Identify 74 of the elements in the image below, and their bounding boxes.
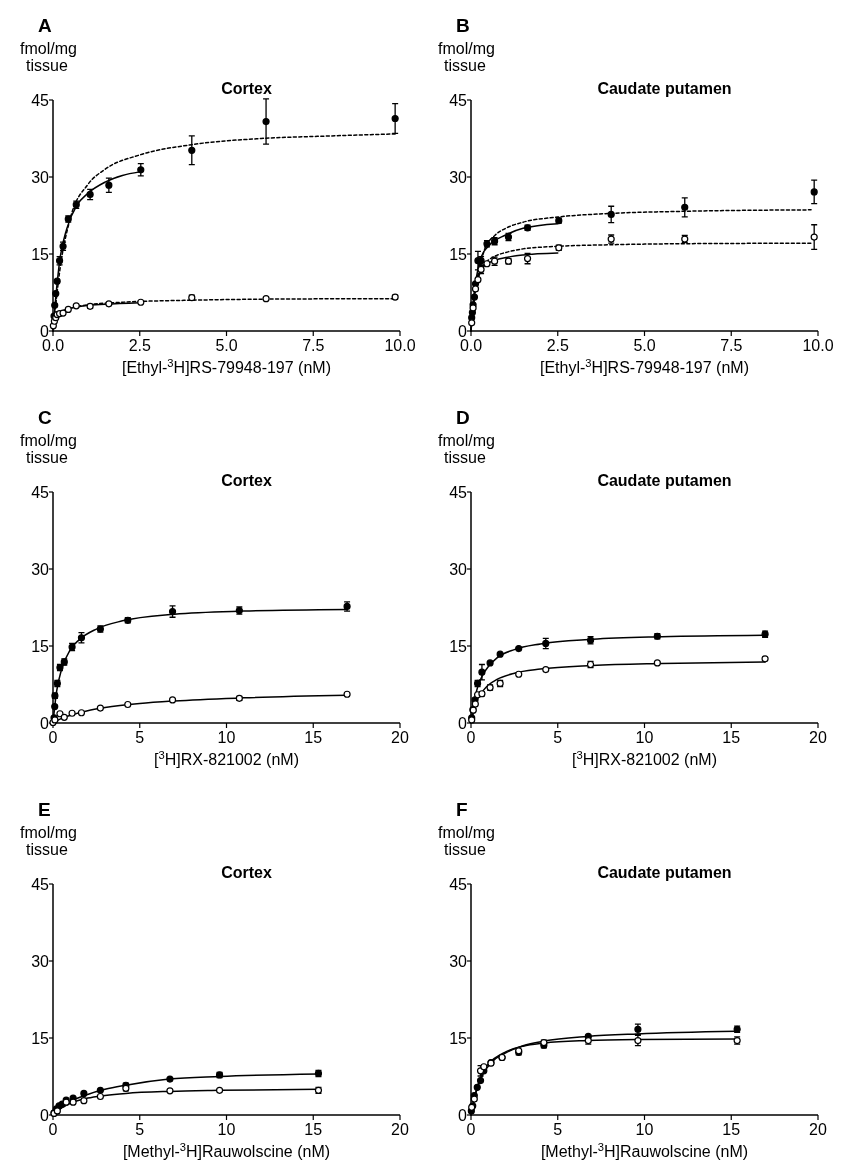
- x-tick-label: 10: [217, 729, 236, 746]
- y-axis-title: fmol/mg tissue: [438, 824, 495, 858]
- y-tick-label: 45: [449, 484, 468, 501]
- x-tick-label: 5.0: [633, 337, 656, 354]
- y-tick-label: 0: [458, 715, 468, 732]
- chart-title: Cortex: [221, 80, 272, 97]
- x-tick-label: 10.0: [802, 337, 834, 354]
- x-tick-label: 10.0: [384, 337, 416, 354]
- x-tick-label: 10: [217, 1121, 236, 1138]
- x-tick-label: 10: [635, 729, 654, 746]
- x-tick-label: 7.5: [302, 337, 325, 354]
- y-tick-label: 30: [31, 561, 50, 578]
- y-tick-label: 0: [40, 715, 50, 732]
- x-tick-label: 20: [391, 729, 409, 746]
- y-axis-title: fmol/mg tissue: [20, 432, 77, 466]
- y-tick-label: 45: [31, 876, 50, 893]
- y-tick-label: 0: [40, 1107, 50, 1124]
- chart-title: Caudate putamen: [597, 864, 732, 881]
- y-tick-label: 45: [449, 92, 468, 109]
- x-tick-label: 10: [635, 1121, 654, 1138]
- x-axis-title: [Ethyl-$^{3}$H]RS-79948-197 (nM): [122, 357, 331, 376]
- y-tick-label: 30: [449, 953, 468, 970]
- text: B: [456, 15, 470, 36]
- x-tick-label: 5.0: [215, 337, 238, 354]
- chart-title: Cortex: [221, 472, 272, 489]
- y-tick-label: 15: [449, 1030, 468, 1047]
- x-tick-label: 20: [809, 1121, 827, 1138]
- x-tick-label: 15: [304, 1121, 323, 1138]
- x-tick-label: 20: [809, 729, 827, 746]
- x-tick-label: 15: [304, 729, 323, 746]
- y-axis-title: fmol/mg tissue: [20, 40, 77, 74]
- text: E: [38, 799, 51, 820]
- y-axis-title: fmol/mg tissue: [20, 824, 77, 858]
- x-tick-label: 7.5: [720, 337, 743, 354]
- x-axis-title: [Ethyl-$^{3}$H]RS-79948-197 (nM): [540, 357, 749, 376]
- y-tick-label: 0: [40, 323, 50, 340]
- text: F: [456, 799, 468, 820]
- y-axis-title: fmol/mg tissue: [438, 40, 495, 74]
- y-tick-label: 30: [449, 169, 468, 186]
- y-axis-title: fmol/mg tissue: [438, 432, 495, 466]
- x-axis-title: [Methyl-$^{3}$H]Rauwolscine (nM): [540, 1141, 749, 1160]
- y-tick-label: 15: [449, 246, 468, 263]
- y-tick-label: 30: [31, 953, 50, 970]
- x-tick-label: 0.0: [459, 337, 483, 354]
- x-tick-label: 2.5: [546, 337, 569, 354]
- x-axis-title: [$^{3}$H]RX-821002 (nM): [154, 749, 299, 768]
- chart-title: Cortex: [221, 864, 272, 881]
- chart-title: Caudate putamen: [597, 80, 732, 97]
- y-tick-label: 15: [31, 246, 50, 263]
- y-tick-label: 15: [31, 1030, 50, 1047]
- y-tick-label: 0: [458, 323, 468, 340]
- text: A: [38, 15, 52, 36]
- y-tick-label: 15: [449, 638, 468, 655]
- x-tick-label: 20: [391, 1121, 409, 1138]
- x-tick-label: 5: [135, 1121, 145, 1138]
- x-tick-label: 5: [135, 729, 145, 746]
- x-tick-label: 5: [553, 729, 563, 746]
- y-tick-label: 0: [458, 1107, 468, 1124]
- y-tick-label: 30: [31, 169, 50, 186]
- y-tick-label: 45: [31, 92, 50, 109]
- x-axis-title: [Methyl-$^{3}$H]Rauwolscine (nM): [122, 1141, 331, 1160]
- chart-title: Caudate putamen: [597, 472, 732, 489]
- x-tick-label: 2.5: [128, 337, 151, 354]
- text: D: [456, 407, 470, 428]
- text: C: [38, 407, 52, 428]
- x-tick-label: 15: [722, 1121, 741, 1138]
- y-tick-label: 30: [449, 561, 468, 578]
- x-tick-label: 5: [553, 1121, 563, 1138]
- x-tick-label: 15: [722, 729, 741, 746]
- y-tick-label: 45: [449, 876, 468, 893]
- x-axis-title: [$^{3}$H]RX-821002 (nM): [572, 749, 717, 768]
- y-tick-label: 15: [31, 638, 50, 655]
- x-tick-label: 0.0: [41, 337, 65, 354]
- y-tick-label: 45: [31, 484, 50, 501]
